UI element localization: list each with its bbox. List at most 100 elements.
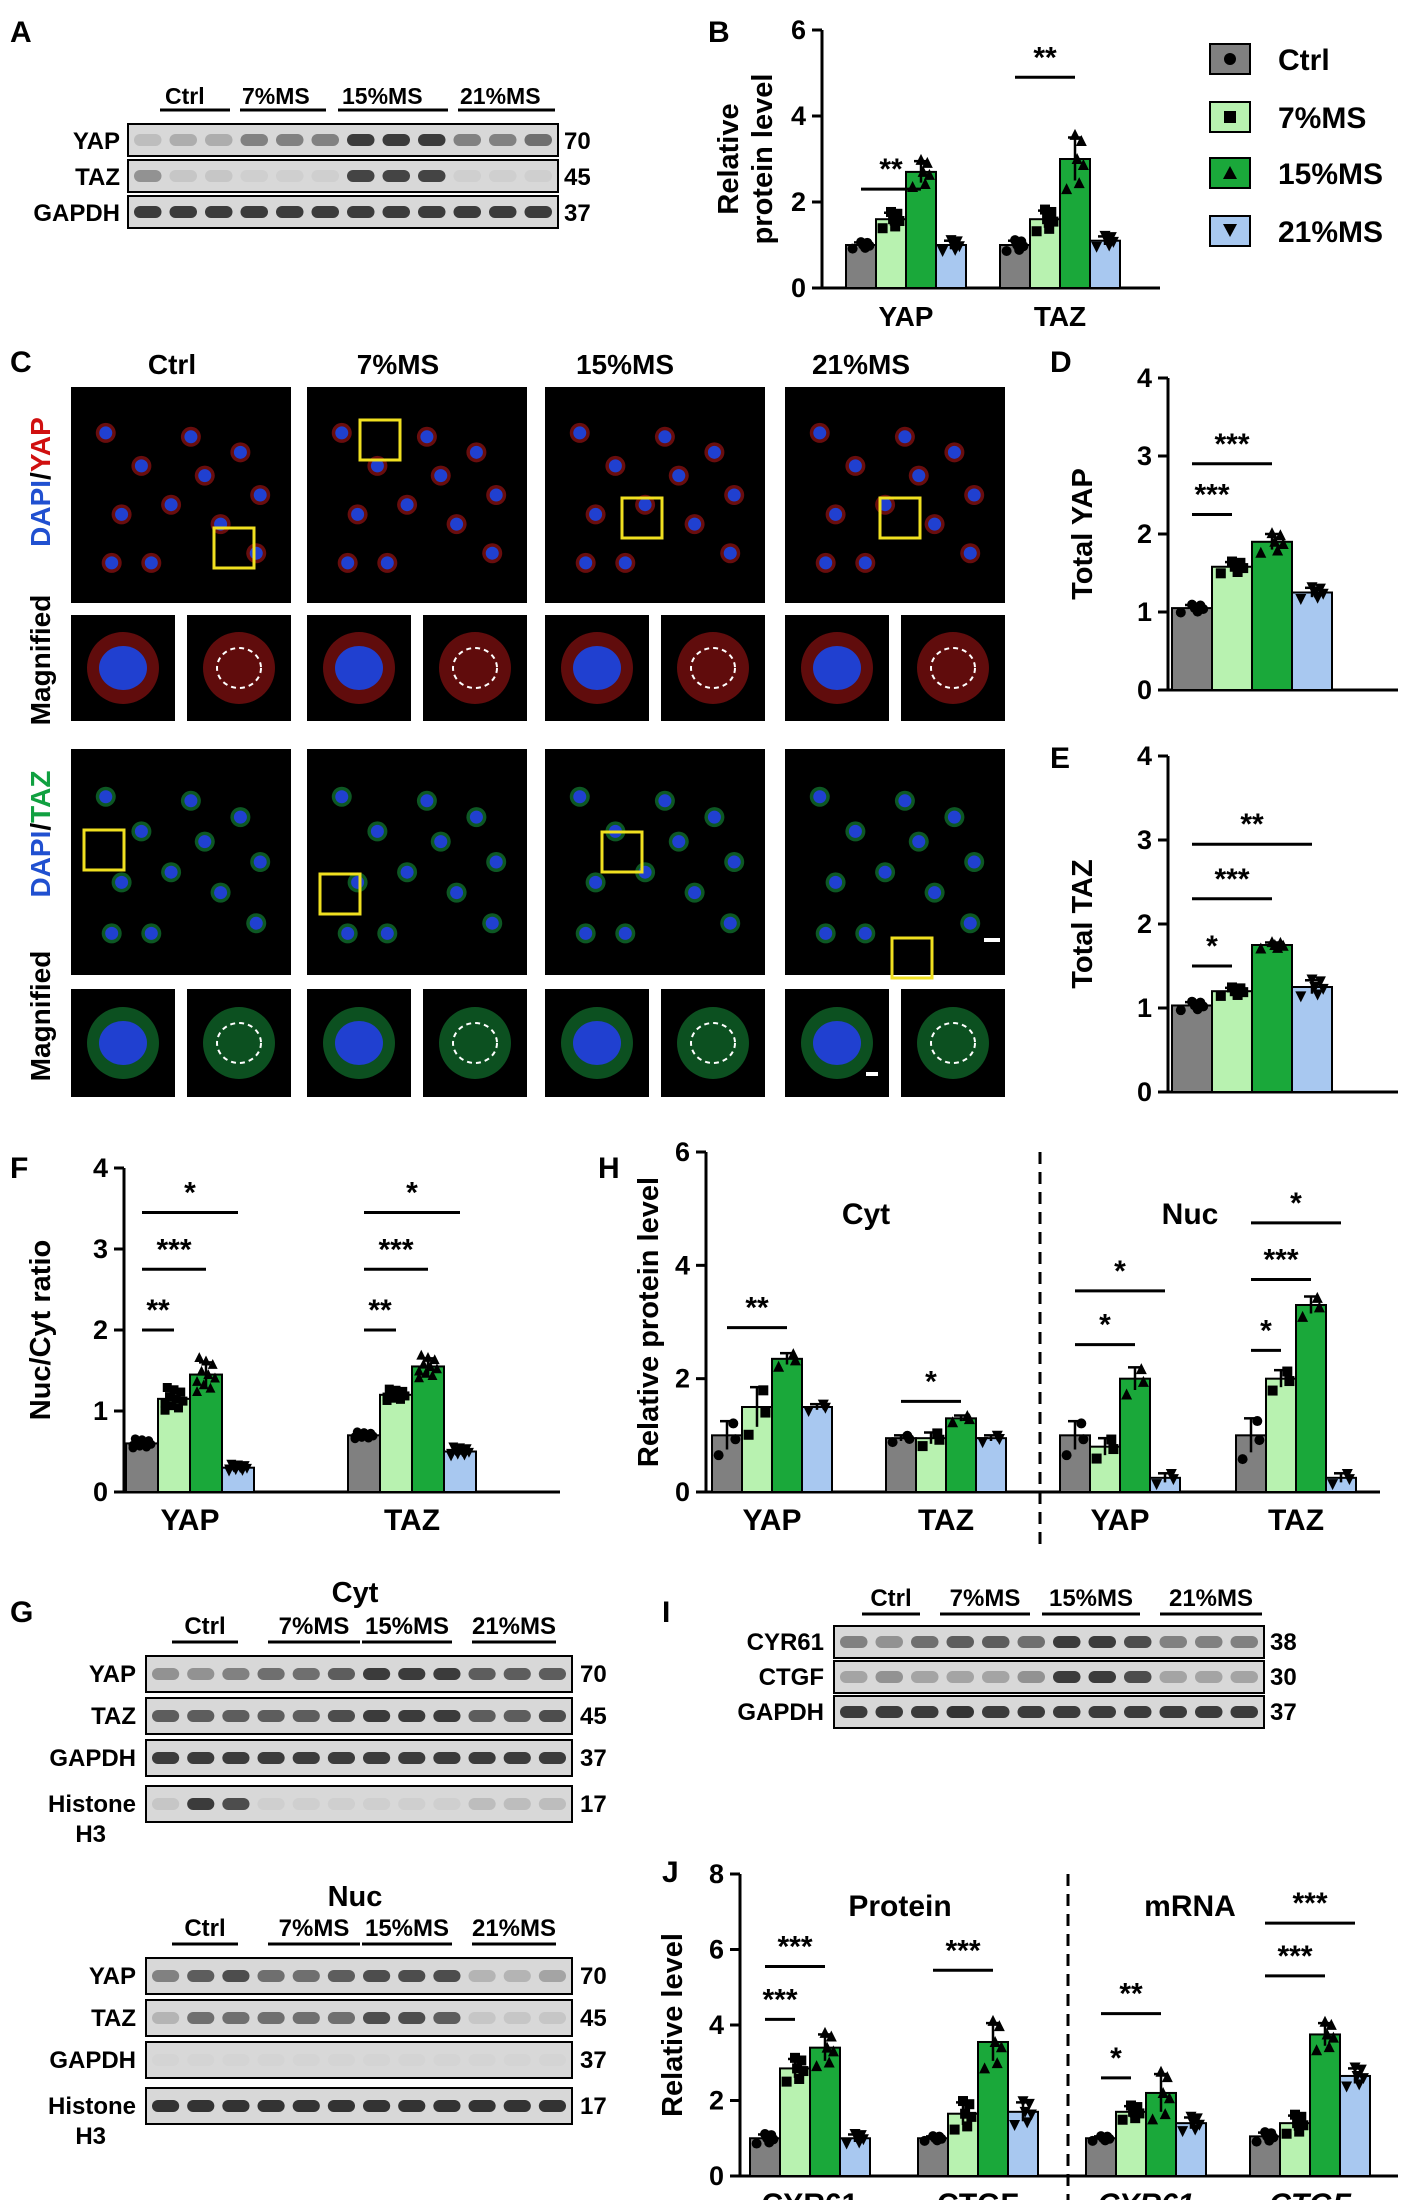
chart-e-ytick-label: 0 [1137,1077,1152,1107]
cell-cytoplasm [677,1007,749,1079]
panel-letter-c: C [10,346,32,379]
blot-g-nuc_rows-band [503,2012,531,2024]
blot-i-band [982,1671,1010,1683]
chart-j-sig-label: *** [945,1934,980,1967]
chart-f-point [194,1352,205,1363]
chart-e-ytick-label: 2 [1137,909,1152,939]
blot-i-group-label: 21%MS [1169,1585,1253,1612]
chart-b-point [1048,216,1059,227]
panel-a-western-blot: Ctrl 7%MS 15%MS 21%MS YAP TAZ GAPDH 70 4… [33,83,591,229]
blot-g-cyt_rows-band [503,1752,531,1764]
chart-d-point [1187,599,1197,610]
cell-nucleus [589,507,603,521]
chart-e-ytick-label: 3 [1137,825,1152,855]
cell-nucleus [469,810,483,824]
chart-f-sig-label: *** [156,1233,191,1266]
chart-f-ytick-label: 3 [93,1234,108,1264]
cell-cytoplasm [203,632,275,704]
cell-nucleus [144,926,158,940]
blot-g-nuc_rows-label: YAP [89,1963,136,1990]
blot-a-strip-taz [127,159,559,193]
blot-i-band [1053,1671,1081,1683]
chart-b-ylabel-2: protein level [747,74,779,245]
chart-h-point [977,1437,989,1449]
blot-a-band-taz [489,170,517,182]
blot-a-band-yap [240,134,268,146]
blot-g-nuc_rows-band [327,1970,355,1982]
chart-h-point [1341,1469,1353,1481]
chart-j-point [1023,2098,1035,2110]
chart-j-point [1185,2111,1197,2123]
chart-f-point [395,1394,405,1404]
chart-j-point [1251,2136,1262,2147]
blot-g-group-label: 21%MS [472,1915,556,1942]
chart-h-point [1091,1453,1102,1464]
blot-g-cyt_rows-label: TAZ [91,1703,136,1730]
cell-nucleus [608,459,622,473]
chart-j-point [1353,2079,1365,2091]
chart-f-point [414,1365,424,1376]
chart-j-point [1128,2106,1139,2117]
cell-nucleus [105,926,119,940]
blot-g-nuc_rows-band [363,2054,390,2066]
chart-b-point [921,156,933,168]
chart-e-point [1187,996,1197,1007]
cell-nucleus [434,469,448,483]
chart-h-point [773,1360,785,1372]
chart-h-point [991,1430,1003,1442]
panel-letter-d: D [1050,346,1072,379]
blot-g-nuc-title: Nuc [328,1881,383,1913]
cell-nucleus [380,926,394,940]
blot-i-group-label: 15%MS [1049,1585,1133,1612]
chart-f-point [384,1384,394,1394]
chart-d-bar-2-0 [1251,540,1293,691]
nucleus-outline [216,1022,262,1064]
chart-h-point [1106,1434,1117,1445]
blot-g-nuc_rows-band [222,2012,250,2024]
cell-nucleus [335,790,349,804]
chart-e-ytick-label: 1 [1137,993,1152,1023]
chart-h-point [902,1430,913,1441]
chart-h-point [728,1418,739,1429]
chart-j-point [811,2060,823,2072]
blot-i-band [1017,1671,1045,1683]
chart-h-bar-2-0 [771,1357,803,1494]
micro-col-15ms: 15%MS [576,349,674,380]
chart-f-ytick-label: 1 [93,1396,108,1426]
cell-nucleus [829,875,843,889]
blot-i-band [1088,1706,1116,1718]
cell-nucleus [947,445,961,459]
blot-g-nuc_rows-band [398,2054,425,2066]
chart-h-bar-2-3 [1295,1304,1327,1493]
chart-d-point [1229,561,1240,572]
chart-b-point [1001,246,1012,257]
blot-g-cyt_rows-band [327,1752,355,1764]
panel-g-fraction-blots: Cyt Nuc Ctrl 7%MS 15%MS 21%MS YAP 70 TAZ 45 GAPD… [48,1577,607,2150]
blot-g-cyt_rows-band [187,1752,215,1764]
chart-j-point [1126,2100,1136,2111]
chart-j-point [991,2057,1003,2069]
blot-g-cyt_rows-band [503,1798,531,1810]
chart-f-point [171,1394,181,1404]
chart-f-xtick-label: TAZ [384,1504,440,1537]
chart-j-section-label: mRNA [1144,1890,1236,1923]
chart-h-point [743,1429,754,1440]
chart-h-point [887,1437,898,1448]
blot-a-row-taz: TAZ [75,164,120,191]
chart-b-point [886,206,896,217]
blot-a-band-yap [453,134,481,146]
cell-nucleus [967,488,981,502]
blot-g-nuc_rows-band [293,2054,320,2066]
blot-g-nuc_rows-band [222,2100,250,2112]
blot-i-row-label: CTGF [759,1664,824,1691]
chart-j-point [1321,2028,1333,2040]
micro-col-ctrl: Ctrl [148,349,196,380]
chart-f-point [201,1355,211,1366]
chart-j-ytick-label: 2 [709,2086,724,2116]
cell-nucleus [912,835,926,849]
chart-j-point [949,2124,960,2135]
chart-j-xtick-label: CTGF [937,2188,1019,2200]
chart-e-point [1175,1005,1186,1016]
blot-i-band [1159,1671,1187,1683]
